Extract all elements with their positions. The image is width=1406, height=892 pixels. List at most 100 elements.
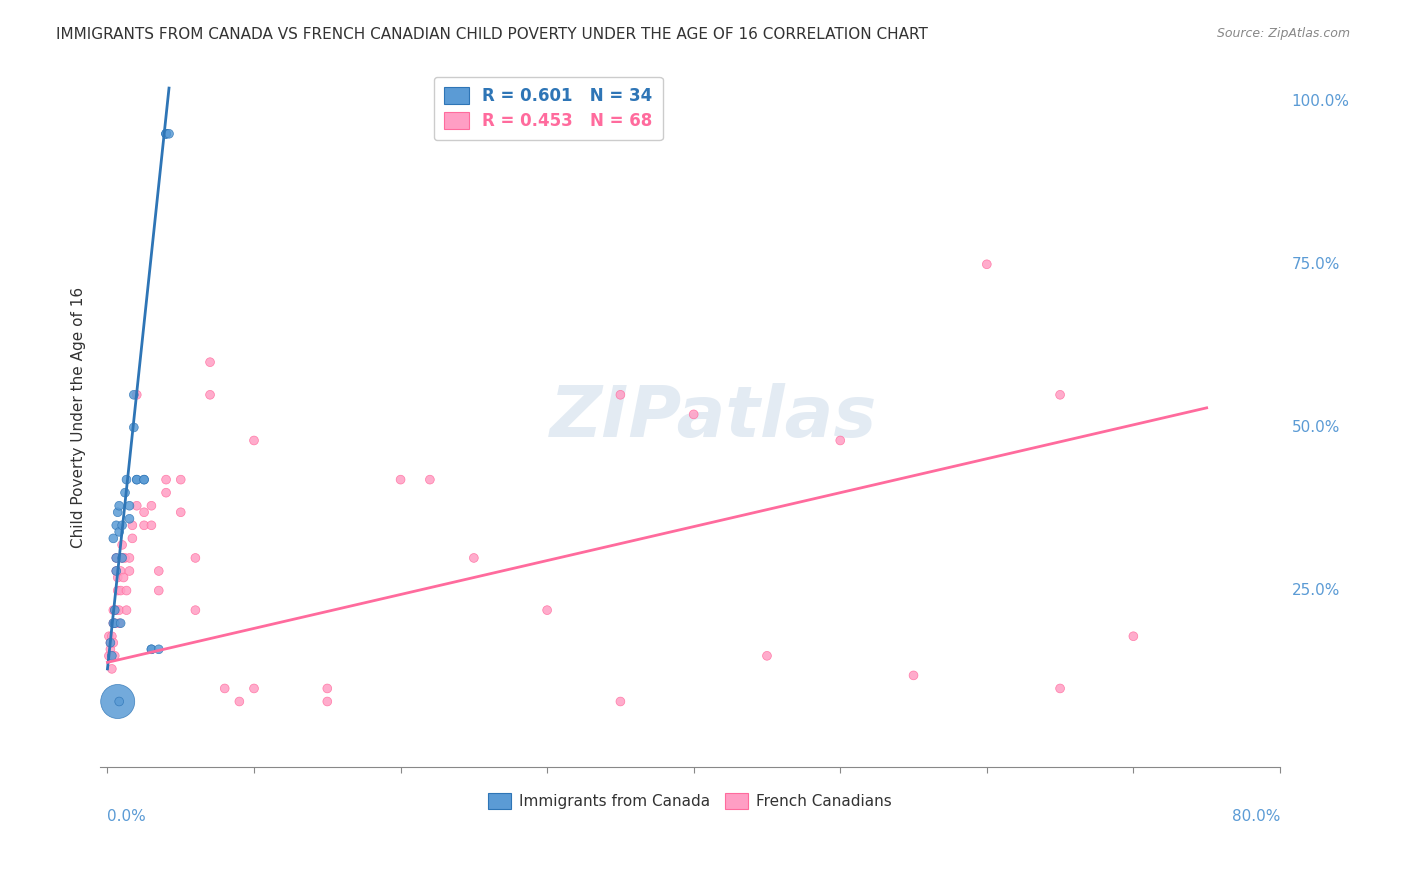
Point — [118, 512, 141, 526]
Point — [1049, 681, 1071, 696]
Point — [108, 616, 131, 631]
Point — [132, 505, 155, 519]
Text: 100.0%: 100.0% — [1292, 94, 1350, 109]
Point — [243, 681, 266, 696]
Point — [104, 616, 127, 631]
Point — [243, 434, 266, 448]
Y-axis label: Child Poverty Under the Age of 16: Child Poverty Under the Age of 16 — [72, 287, 86, 549]
Point — [103, 616, 125, 631]
Point — [198, 388, 221, 402]
Point — [609, 388, 631, 402]
Point — [1049, 388, 1071, 402]
Point — [198, 355, 221, 369]
Point — [121, 532, 143, 546]
Point — [103, 636, 125, 650]
Point — [97, 629, 120, 643]
Point — [125, 388, 148, 402]
Point — [110, 564, 132, 578]
Point — [125, 499, 148, 513]
Point — [316, 694, 339, 708]
Point — [148, 642, 170, 657]
Point — [132, 473, 155, 487]
Point — [115, 603, 138, 617]
Point — [118, 564, 141, 578]
Point — [682, 408, 704, 422]
Point — [184, 550, 207, 565]
Text: IMMIGRANTS FROM CANADA VS FRENCH CANADIAN CHILD POVERTY UNDER THE AGE OF 16 CORR: IMMIGRANTS FROM CANADA VS FRENCH CANADIA… — [56, 27, 928, 42]
Point — [115, 473, 138, 487]
Point — [125, 473, 148, 487]
Point — [111, 550, 134, 565]
Point — [125, 473, 148, 487]
Text: 50.0%: 50.0% — [1292, 420, 1340, 435]
Point — [316, 681, 339, 696]
Point — [104, 616, 127, 631]
Point — [105, 518, 128, 533]
Text: ZIPatlas: ZIPatlas — [550, 384, 877, 452]
Point — [114, 485, 136, 500]
Point — [100, 636, 122, 650]
Point — [155, 127, 177, 141]
Point — [132, 473, 155, 487]
Point — [104, 603, 127, 617]
Point — [122, 388, 145, 402]
Point — [118, 550, 141, 565]
Point — [108, 694, 131, 708]
Text: 25.0%: 25.0% — [1292, 583, 1340, 598]
Point — [110, 583, 132, 598]
Point — [170, 505, 193, 519]
Point — [108, 603, 131, 617]
Point — [228, 694, 250, 708]
Point — [108, 524, 131, 539]
Point — [100, 636, 122, 650]
Point — [107, 694, 129, 708]
Point — [115, 583, 138, 598]
Point — [107, 583, 129, 598]
Point — [111, 518, 134, 533]
Point — [108, 499, 131, 513]
Point — [536, 603, 558, 617]
Point — [148, 583, 170, 598]
Point — [101, 648, 124, 663]
Point — [114, 550, 136, 565]
Text: 80.0%: 80.0% — [1232, 809, 1279, 824]
Point — [105, 550, 128, 565]
Point — [155, 127, 177, 141]
Point — [148, 564, 170, 578]
Point — [155, 127, 177, 141]
Point — [105, 564, 128, 578]
Point — [141, 518, 163, 533]
Point — [112, 570, 135, 584]
Point — [419, 473, 441, 487]
Point — [122, 420, 145, 434]
Point — [111, 550, 134, 565]
Point — [107, 570, 129, 584]
Point — [976, 257, 998, 271]
Point — [155, 473, 177, 487]
Point — [903, 668, 925, 682]
Point — [103, 616, 125, 631]
Point — [100, 642, 122, 657]
Point — [107, 505, 129, 519]
Point — [97, 648, 120, 663]
Point — [184, 603, 207, 617]
Point — [214, 681, 236, 696]
Point — [830, 434, 852, 448]
Point — [141, 642, 163, 657]
Point — [155, 485, 177, 500]
Text: 75.0%: 75.0% — [1292, 257, 1340, 272]
Point — [105, 564, 128, 578]
Point — [1122, 629, 1144, 643]
Point — [104, 648, 127, 663]
Point — [157, 127, 180, 141]
Point — [110, 616, 132, 631]
Text: Source: ZipAtlas.com: Source: ZipAtlas.com — [1216, 27, 1350, 40]
Point — [118, 499, 141, 513]
Point — [121, 518, 143, 533]
Point — [141, 642, 163, 657]
Point — [101, 648, 124, 663]
Point — [103, 603, 125, 617]
Point — [103, 532, 125, 546]
Point — [105, 550, 128, 565]
Legend: Immigrants from Canada, French Canadians: Immigrants from Canada, French Canadians — [482, 787, 898, 815]
